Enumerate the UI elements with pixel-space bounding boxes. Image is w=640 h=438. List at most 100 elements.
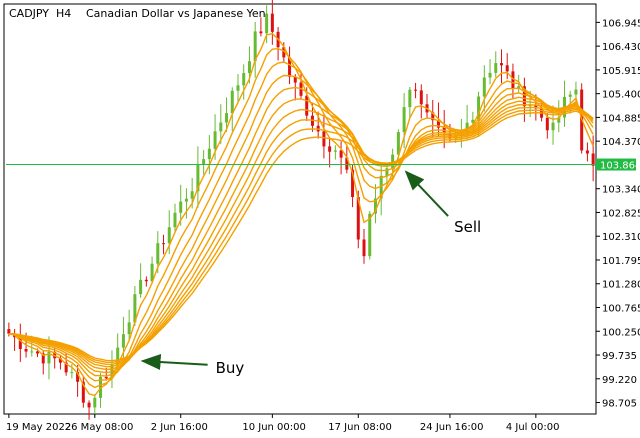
candle-body: [30, 351, 34, 353]
candle-body: [328, 146, 332, 152]
ma-line: [8, 47, 594, 389]
candle-body: [373, 198, 377, 214]
x-tick-label: 10 Jun 00:00: [242, 422, 306, 433]
candle-body: [190, 191, 194, 199]
candle-body: [139, 279, 143, 295]
candle-body: [133, 294, 137, 323]
candle-body: [379, 175, 383, 199]
candle-body: [213, 131, 217, 149]
candle-body: [156, 243, 160, 264]
ma-line: [8, 108, 594, 364]
candle-body: [225, 113, 229, 123]
candle-body: [104, 376, 108, 379]
candle-body: [517, 86, 521, 89]
candle-body: [270, 13, 274, 32]
y-axis: 106.945 106.430 105.915 105.400 104.885 104.3…: [596, 18, 640, 410]
current-price-badge: [596, 158, 636, 171]
candle-body: [247, 61, 251, 74]
ma-line: [8, 61, 594, 382]
candle-body: [471, 119, 475, 123]
x-tick-label: 24 Jun 16:00: [420, 422, 484, 433]
x-tick-label: 26 May 08:00: [65, 422, 134, 433]
candle-body: [356, 197, 360, 240]
candle-body: [499, 63, 503, 66]
y-tick-label: 100.765: [602, 304, 640, 315]
candle-body: [351, 169, 355, 198]
moving-average-ribbon: [8, 32, 594, 397]
candle-body: [494, 63, 498, 73]
candle-body: [557, 117, 561, 123]
ma-line: [8, 74, 594, 377]
candle-body: [585, 150, 589, 154]
sell-label: Sell: [454, 218, 481, 236]
y-tick-label: 101.795: [602, 256, 640, 267]
x-tick-label: 17 Jun 08:00: [328, 422, 392, 433]
y-tick-label: 106.945: [602, 18, 640, 29]
candle-body: [477, 96, 481, 120]
y-tick-label: 102.310: [602, 232, 640, 243]
x-tick-label: 4 Jul 00:00: [506, 422, 560, 433]
candle-body: [242, 73, 246, 86]
candle-body: [574, 89, 578, 95]
y-tick-label: 102.825: [602, 208, 640, 219]
x-tick-label: 2 Jun 16:00: [151, 422, 208, 433]
y-tick-label: 99.735: [602, 351, 637, 362]
candle-body: [18, 337, 22, 350]
candle-body: [184, 198, 188, 202]
y-tick-label: 100.250: [602, 327, 640, 338]
candle-body: [207, 148, 211, 160]
candle-body: [64, 362, 68, 373]
current-price-line: 103.864: [6, 158, 640, 172]
chart-symbol-info: CADJPY: [9, 7, 49, 20]
x-tick-label: 19 May 2022: [6, 422, 71, 433]
candle-body: [230, 90, 234, 114]
buy-label: Buy: [216, 359, 245, 377]
y-tick-label: 106.430: [602, 42, 640, 53]
candle-body: [24, 349, 28, 352]
candle-body: [41, 353, 45, 364]
candle-body: [58, 358, 62, 363]
ma-line: [8, 106, 594, 366]
candle-body: [236, 85, 240, 91]
candle-body: [402, 107, 406, 133]
y-tick-label: 105.400: [602, 90, 640, 101]
candle-body: [202, 159, 206, 165]
candle-body: [419, 90, 423, 105]
candle-body: [545, 117, 549, 131]
ma-line: [8, 98, 594, 371]
candle-body: [551, 122, 555, 131]
chart-description-info: Canadian Dollar vs Japanese Yen: [86, 7, 266, 20]
candle-body: [93, 397, 97, 408]
candle-body: [116, 347, 120, 365]
candle-body: [47, 352, 51, 364]
candle-body: [259, 31, 263, 34]
candle-body: [173, 212, 177, 228]
candle-body: [167, 227, 171, 244]
candle-body: [528, 105, 532, 107]
candle-body: [305, 95, 309, 116]
sell-arrow: [404, 170, 449, 217]
candle-body: [127, 322, 131, 335]
candle-body: [81, 381, 85, 403]
candle-body: [408, 89, 412, 108]
candle-body: [36, 351, 40, 354]
candle-body: [282, 47, 286, 58]
candle-body: [162, 243, 166, 245]
candle-body: [293, 76, 297, 83]
candle-body: [385, 168, 389, 176]
candle-body: [368, 213, 372, 257]
candle-body: [265, 13, 269, 34]
candle-body: [362, 239, 366, 257]
candle-body: [345, 157, 349, 170]
y-tick-label: 103.340: [602, 185, 640, 196]
candle-body: [591, 153, 595, 166]
candle-body: [431, 112, 435, 121]
candle-body: [70, 372, 74, 374]
ma-line: [8, 103, 594, 368]
y-tick-label: 99.220: [602, 375, 637, 386]
candle-body: [333, 150, 337, 152]
candle-body: [7, 329, 11, 334]
candle-body: [511, 71, 515, 89]
